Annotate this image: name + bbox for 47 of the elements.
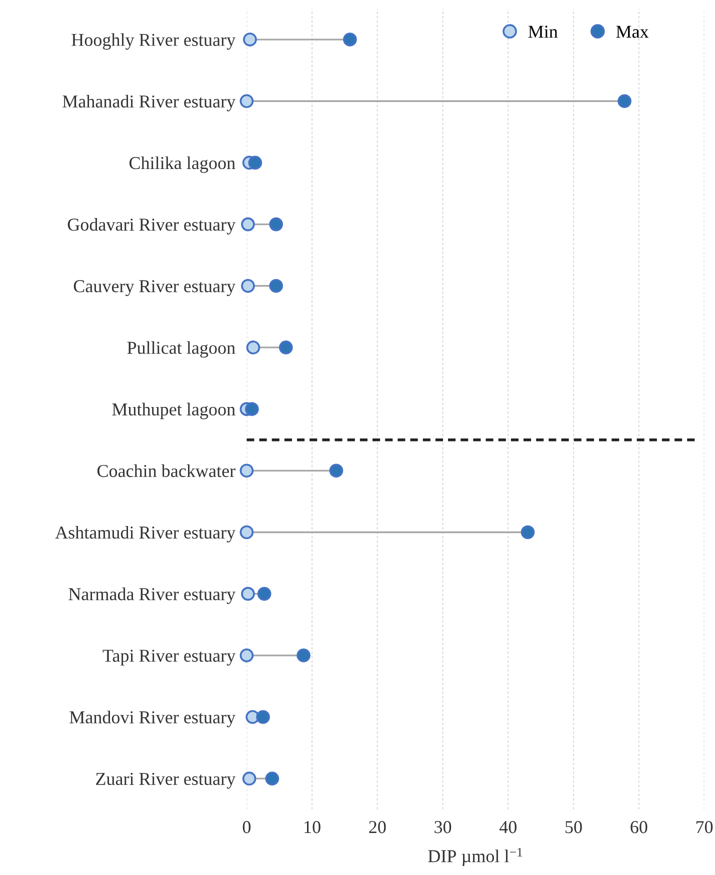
point [278, 340, 293, 354]
point [248, 156, 262, 170]
point [240, 648, 254, 662]
point [257, 586, 272, 601]
y-tick-label: Mandovi River estuary [70, 710, 236, 728]
x-tick-label: 40 [499, 821, 516, 834]
y-tick-label: Muthupet lagoon [112, 402, 236, 420]
point [618, 94, 632, 108]
point [265, 772, 280, 786]
point [329, 464, 344, 478]
y-tick-label: Narmada River estuary [68, 588, 236, 604]
legend-label: Min [528, 26, 558, 38]
y-tick-label: Chilika lagoon [129, 156, 236, 173]
x-tick-label: 20 [369, 821, 386, 834]
point [240, 525, 254, 540]
point [243, 32, 257, 46]
point [244, 402, 259, 416]
point [241, 217, 255, 232]
y-tick-label: Tapi River estuary [102, 650, 236, 666]
x-tick-label: 0 [242, 821, 250, 834]
point [520, 525, 535, 540]
x-tick-label: 30 [434, 821, 452, 834]
x-tick-label: 50 [566, 821, 582, 834]
point [246, 340, 260, 354]
y-tick-label: Pullicat lagoon [127, 341, 236, 358]
y-tick-label: Coachin backwater [97, 464, 236, 478]
point [269, 217, 284, 232]
y-tick-label: Cauvery River estuary [74, 280, 236, 296]
x-tick-label: 60 [630, 821, 648, 834]
y-tick-label: Mahanadi River estuary [62, 94, 236, 112]
legend-label: Max [616, 26, 649, 38]
x-tick-label: 10 [304, 821, 320, 834]
point [269, 278, 284, 293]
point [242, 772, 256, 786]
x-tick-label: 70 [696, 821, 713, 834]
point [256, 710, 270, 724]
point [240, 464, 254, 478]
point [241, 278, 255, 293]
point [240, 94, 254, 108]
x-axis-title: DIP µmol l$^{−1}$ [428, 848, 522, 866]
point [296, 648, 310, 662]
y-tick-label: Hooghly River estuary [72, 33, 236, 50]
y-tick-label: Ashtamudi River estuary [55, 526, 236, 542]
point [241, 586, 255, 601]
point [343, 32, 357, 46]
y-tick-label: Godavari River estuary [68, 218, 236, 234]
y-tick-label: Zuari River estuary [96, 772, 236, 789]
